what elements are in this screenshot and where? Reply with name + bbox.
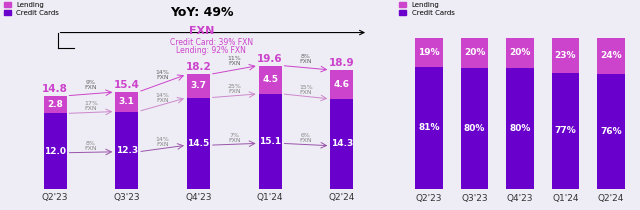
Text: 19%: 19% — [419, 48, 440, 57]
Bar — [415, 67, 443, 189]
Bar — [259, 94, 282, 189]
Text: 14.3: 14.3 — [331, 139, 353, 148]
Text: Q2'24: Q2'24 — [598, 194, 624, 203]
Text: Q2'23: Q2'23 — [42, 193, 68, 202]
Text: 4.5: 4.5 — [262, 75, 278, 84]
Text: 20%: 20% — [509, 49, 531, 57]
Bar — [461, 38, 488, 68]
Text: Q3'23: Q3'23 — [113, 193, 140, 202]
Bar — [597, 74, 625, 189]
Bar — [552, 73, 579, 189]
Text: 18.9: 18.9 — [329, 58, 355, 68]
Text: FXN: FXN — [189, 26, 214, 36]
Text: 8%
FXN: 8% FXN — [300, 54, 312, 64]
Bar — [461, 68, 488, 189]
Bar — [187, 98, 210, 189]
Legend: Lending, Credit Cards: Lending, Credit Cards — [1, 0, 62, 19]
Text: 77%: 77% — [555, 126, 576, 135]
Bar — [506, 38, 534, 68]
Bar — [115, 92, 138, 112]
Text: 15.4: 15.4 — [114, 80, 140, 90]
Legend: Lending, Credit Cards: Lending, Credit Cards — [396, 0, 457, 19]
Text: 3.1: 3.1 — [119, 97, 134, 106]
Text: 14%
FXN: 14% FXN — [156, 93, 170, 103]
Text: 23%: 23% — [555, 51, 576, 60]
Text: 2.8: 2.8 — [47, 100, 63, 109]
Text: 14%
FXN: 14% FXN — [156, 70, 170, 80]
Bar — [44, 96, 67, 113]
Bar — [44, 113, 67, 189]
Text: 12.3: 12.3 — [116, 146, 138, 155]
Text: Q1'24: Q1'24 — [552, 194, 579, 203]
Text: 76%: 76% — [600, 127, 621, 136]
Bar — [330, 70, 353, 99]
Text: 3.7: 3.7 — [191, 81, 207, 91]
Text: Q2'23: Q2'23 — [416, 194, 442, 203]
Text: 9%
FXN: 9% FXN — [84, 80, 97, 90]
Text: 14.5: 14.5 — [188, 139, 209, 148]
Text: 15.1: 15.1 — [259, 137, 281, 146]
Text: Q4'23: Q4'23 — [507, 194, 533, 203]
Bar — [259, 66, 282, 94]
Text: 7%
FXN: 7% FXN — [228, 133, 241, 143]
Text: 24%: 24% — [600, 51, 621, 60]
Text: 15%
FXN: 15% FXN — [299, 84, 313, 94]
Text: Q1'24: Q1'24 — [257, 193, 284, 202]
Bar — [415, 38, 443, 67]
Text: Q2'24: Q2'24 — [328, 193, 355, 202]
Text: YoY: 49%: YoY: 49% — [170, 6, 234, 19]
Text: Q3'23: Q3'23 — [461, 194, 488, 203]
Text: 18.2: 18.2 — [186, 62, 211, 72]
Bar — [597, 38, 625, 74]
Text: 14%
FXN: 14% FXN — [156, 137, 170, 147]
Bar — [187, 74, 210, 98]
Text: 19.6: 19.6 — [257, 54, 283, 64]
Text: 14.8: 14.8 — [42, 84, 68, 94]
Text: 11%
FXN: 11% FXN — [227, 56, 241, 67]
Text: 6%
FXN: 6% FXN — [300, 133, 312, 143]
Bar — [115, 112, 138, 189]
Text: 4.6: 4.6 — [334, 80, 350, 89]
Text: 80%: 80% — [509, 124, 531, 133]
Text: 80%: 80% — [464, 124, 485, 133]
Text: 12.0: 12.0 — [44, 147, 66, 156]
Bar — [552, 38, 579, 73]
Bar — [330, 99, 353, 189]
Text: 8%
FXN: 8% FXN — [84, 141, 97, 151]
Text: 20%: 20% — [464, 49, 485, 57]
Text: Lending: 92% FXN: Lending: 92% FXN — [176, 46, 246, 55]
Text: 25%
FXN: 25% FXN — [227, 84, 241, 94]
Text: Credit Card: 39% FXN: Credit Card: 39% FXN — [170, 38, 253, 47]
Text: Q4'23: Q4'23 — [185, 193, 212, 202]
Bar — [506, 68, 534, 189]
Text: 81%: 81% — [419, 123, 440, 132]
Text: 17%
FXN: 17% FXN — [84, 101, 98, 110]
